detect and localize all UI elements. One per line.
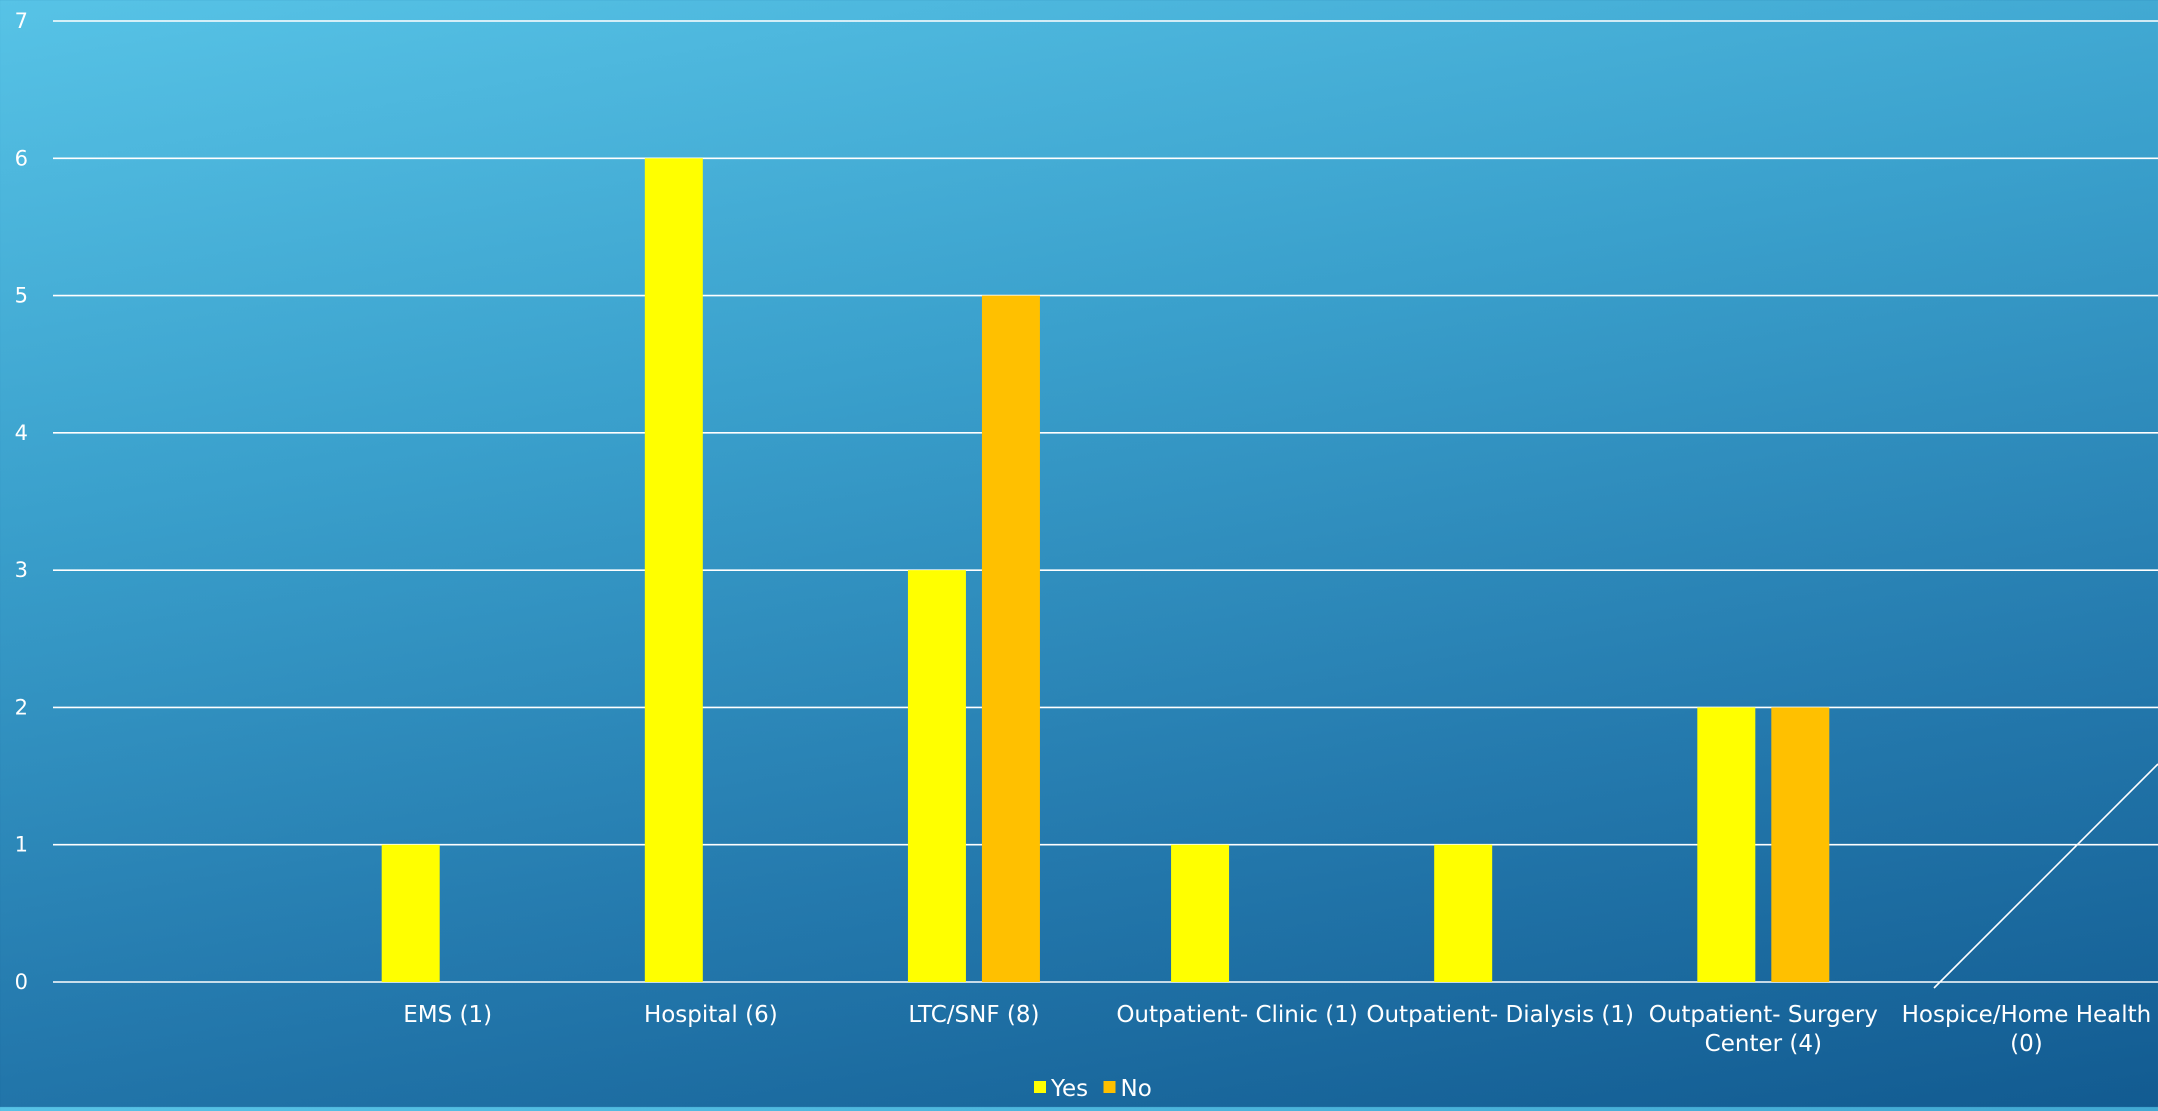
y-tick-label: 2 bbox=[15, 695, 28, 719]
x-category-label: (0) bbox=[2010, 1031, 2043, 1057]
bar-yes-0 bbox=[381, 844, 440, 982]
y-tick-label: 7 bbox=[15, 9, 28, 33]
x-category-label: Outpatient- Clinic (1) bbox=[1116, 1002, 1358, 1028]
legend-label-no: No bbox=[1121, 1076, 1152, 1102]
bar-no-5 bbox=[1771, 707, 1830, 982]
decorative-diagonal-line bbox=[1933, 763, 2158, 989]
x-category-label: Hospital (6) bbox=[644, 1002, 778, 1028]
y-tick-label: 0 bbox=[15, 970, 28, 994]
legend-label-yes: Yes bbox=[1050, 1076, 1088, 1102]
x-category-label: Outpatient- Surgery bbox=[1649, 1002, 1878, 1028]
bar-yes-3 bbox=[1171, 844, 1230, 982]
y-tick-label: 5 bbox=[15, 284, 28, 308]
bar-yes-5 bbox=[1697, 707, 1756, 982]
bar-yes-4 bbox=[1434, 844, 1493, 982]
x-category-label: Center (4) bbox=[1705, 1031, 1822, 1057]
x-category-label: Outpatient- Dialysis (1) bbox=[1366, 1002, 1634, 1028]
y-tick-label: 1 bbox=[15, 833, 28, 857]
y-tick-label: 3 bbox=[15, 558, 28, 582]
legend-swatch-yes bbox=[1034, 1081, 1046, 1093]
bar-yes-2 bbox=[907, 570, 966, 982]
x-category-label: LTC/SNF (8) bbox=[908, 1002, 1039, 1028]
bar-yes-1 bbox=[644, 158, 703, 983]
legend-swatch-no bbox=[1103, 1081, 1116, 1093]
y-tick-label: 6 bbox=[15, 146, 28, 170]
x-category-label: EMS (1) bbox=[403, 1002, 492, 1028]
y-tick-label: 4 bbox=[15, 421, 28, 445]
bar-no-2 bbox=[981, 295, 1040, 983]
x-category-label: Hospice/Home Health bbox=[1902, 1002, 2152, 1028]
